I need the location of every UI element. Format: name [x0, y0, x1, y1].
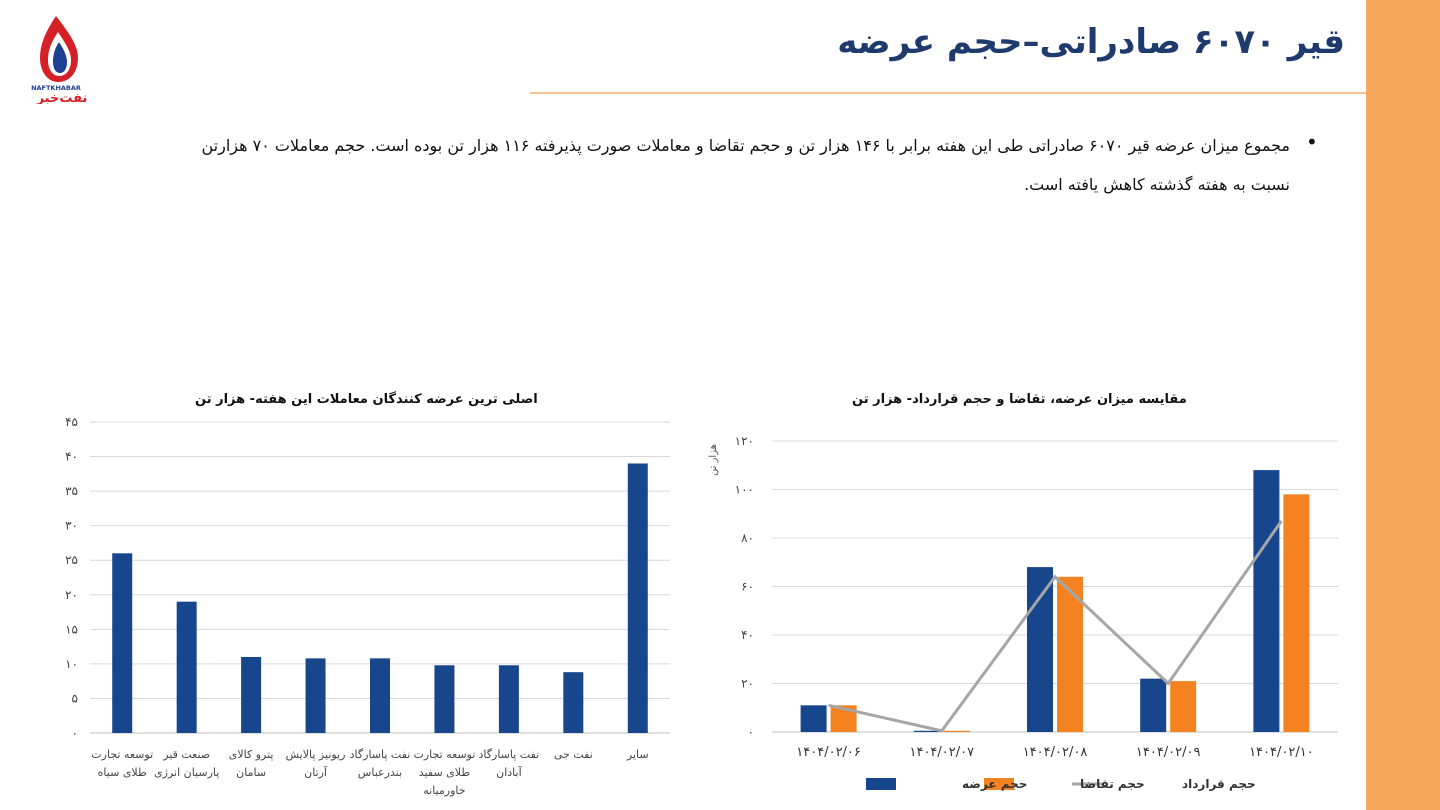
x-tick-label: ۱۴۰۴/۰۲/۱۰	[1249, 745, 1314, 760]
x-tick-label: توسعه تجارت	[91, 748, 153, 761]
bullet-marker: •	[1306, 130, 1318, 154]
y-tick-label: ۴۰	[65, 450, 78, 464]
demand-bar	[1057, 576, 1083, 732]
x-tick-label: بندرعباس	[358, 766, 402, 779]
x-tick-label: ۱۴۰۴/۰۲/۰۸	[1023, 745, 1088, 760]
y-tick-label: ۳۵	[65, 484, 78, 498]
bar	[176, 601, 197, 733]
x-tick-label: ۱۴۰۴/۰۲/۰۷	[909, 745, 974, 760]
y-tick-label: ۸۰	[741, 531, 754, 545]
y-tick-label: ۶۰	[741, 580, 754, 594]
bar	[305, 658, 326, 733]
bar	[241, 656, 262, 733]
supply-bar	[1253, 470, 1280, 732]
supply-bar	[913, 730, 940, 732]
y-tick-label: ۴۵	[65, 415, 78, 429]
legend-label: حجم قرارداد	[1182, 777, 1256, 791]
x-tick-label: سایر	[626, 748, 649, 761]
x-tick-label: طلای سیاه	[98, 766, 147, 779]
y-tick-label: ۴۰	[741, 628, 754, 642]
bar	[627, 463, 648, 733]
x-tick-label: نفت پاسارگاد	[350, 748, 411, 761]
bar	[112, 553, 133, 733]
bar	[434, 665, 455, 733]
naftkhabar-logo: NAFTKHABAR نفت‌خبر	[31, 16, 88, 104]
bar	[370, 658, 390, 733]
y-tick-label: ۵	[72, 691, 78, 705]
demand-bar	[943, 730, 970, 732]
supply-bar	[800, 705, 827, 732]
logo-text-en: NAFTKHABAR	[31, 84, 81, 92]
demand-bar	[1283, 494, 1310, 732]
x-tick-label: پارسیان انرژی	[154, 766, 219, 779]
title-divider	[530, 92, 1366, 94]
logo-text-fa: نفت‌خبر	[36, 91, 88, 104]
x-tick-label: ریونیز پالایش	[286, 748, 346, 761]
demand-bar	[1170, 681, 1197, 732]
summary-text: مجموع میزان عرضه قیر ۶۰۷۰ صادراتی طی این…	[201, 136, 1290, 194]
y-tick-label: ۲۰	[741, 677, 754, 691]
x-tick-label: صنعت قیر	[162, 748, 210, 761]
y-tick-label: ۳۰	[65, 519, 78, 533]
contract-line	[828, 520, 1283, 733]
bar	[563, 672, 584, 733]
x-tick-label: آرتان	[304, 765, 328, 779]
y-tick-label: ۲۵	[65, 553, 78, 567]
legend-swatch	[866, 778, 896, 790]
y-tick-label: ۰	[72, 726, 78, 740]
x-tick-label: خاورمیانه	[423, 784, 465, 797]
x-tick-label: نفت پاسارگاد	[479, 748, 540, 761]
bar	[498, 665, 519, 733]
x-tick-label: ۱۴۰۴/۰۲/۰۶	[796, 745, 861, 760]
supply-bar	[1027, 567, 1053, 732]
x-tick-label: آبادان	[496, 765, 522, 779]
y-tick-label: ۱۰	[65, 657, 78, 671]
legend-label: حجم عرضه	[962, 777, 1027, 791]
x-tick-label: طلای سفید	[419, 766, 471, 779]
x-tick-label: توسعه تجارت	[414, 748, 476, 761]
accent-sidebar	[1366, 0, 1440, 810]
page-title: قیر ۶۰۷۰ صادراتی–حجم عرضه	[837, 22, 1345, 62]
y-axis-label: هزار تن	[708, 444, 719, 476]
x-tick-label: ۱۴۰۴/۰۲/۰۹	[1136, 745, 1201, 760]
y-tick-label: ۱۲۰	[735, 434, 754, 448]
flame-inner-icon	[53, 42, 67, 73]
right-chart-title: مقایسه میزان عرضه، تقاضا و حجم قرارداد- …	[852, 392, 1187, 407]
y-tick-label: ۲۰	[65, 588, 78, 602]
legend-label: حجم تقاضا	[1080, 777, 1145, 791]
y-tick-label: ۰	[748, 725, 754, 739]
y-tick-label: ۱۰۰	[735, 483, 754, 497]
x-tick-label: پترو کالای	[229, 748, 274, 761]
legend-swatch	[984, 778, 1014, 790]
left-chart-title: اصلی ترین عرضه کنندگان معاملات این هفته-…	[195, 392, 538, 407]
x-tick-label: سامان	[236, 766, 266, 779]
supply-bar	[1140, 678, 1167, 732]
y-tick-label: ۱۵	[65, 622, 78, 636]
x-tick-label: نفت جی	[554, 748, 593, 761]
